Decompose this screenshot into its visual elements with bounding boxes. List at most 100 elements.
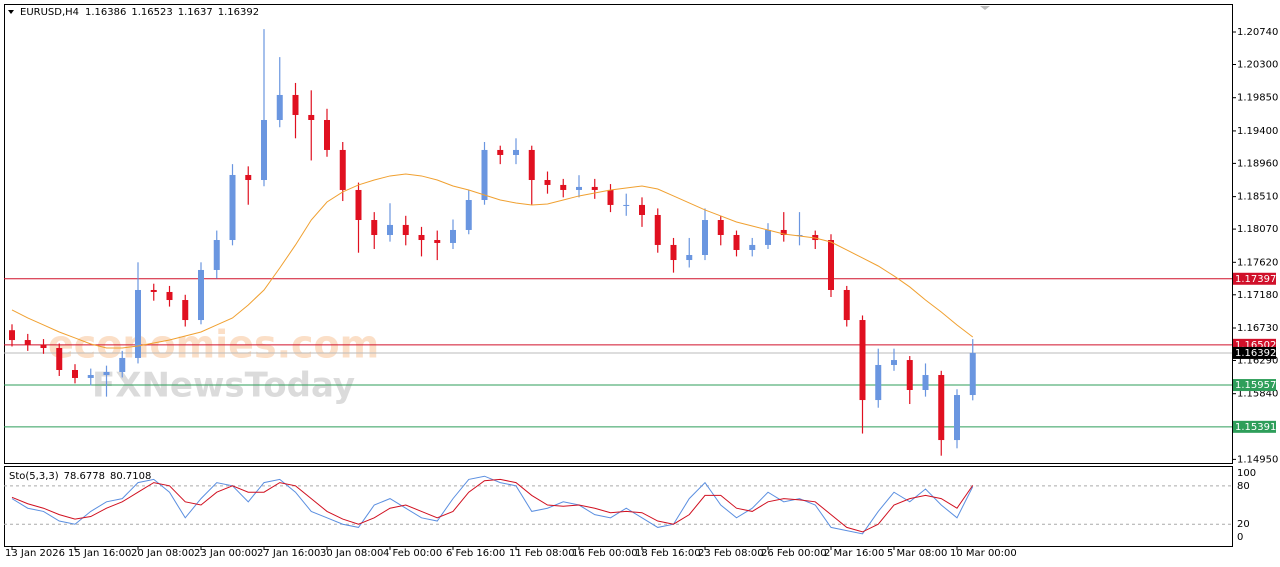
header-value: 1.16523: [131, 7, 172, 18]
x-tick-label: 26 Feb 00:00: [761, 548, 827, 559]
candle-body: [261, 119, 267, 181]
candle-body: [576, 186, 582, 190]
x-tick-label: 23 Jan 00:00: [194, 548, 257, 559]
indicator-value: 80.7108: [110, 471, 151, 482]
candle-body: [276, 94, 283, 120]
x-tick-label: 5 Mar 08:00: [887, 548, 947, 559]
candle-body: [135, 289, 141, 358]
candle-body: [591, 186, 598, 190]
y-tick-label: 1.16730: [1237, 323, 1278, 334]
price-label-box: [1233, 346, 1276, 359]
candle-body: [402, 224, 409, 235]
indicator-value: 78.6778: [64, 471, 105, 482]
candle-body: [182, 300, 189, 321]
x-tick-label: 6 Feb 16:00: [446, 548, 505, 559]
y-tick-label: 1.17180: [1237, 290, 1278, 301]
candle-body: [749, 244, 756, 250]
x-tick-label: 2 Mar 16:00: [824, 548, 884, 559]
y-tick-label: 20: [1237, 519, 1250, 530]
y-tick-label: 1.17620: [1237, 257, 1278, 268]
candle-body: [702, 220, 708, 255]
candle-body: [150, 289, 157, 292]
moving-average: [11, 173, 974, 349]
candle-body: [103, 371, 110, 376]
main-pane: [4, 4, 1233, 464]
price-label-box: [1233, 379, 1276, 392]
candle-body: [387, 224, 393, 235]
candle-body: [87, 375, 94, 378]
price-label-box: [1233, 272, 1276, 285]
candle-body: [544, 180, 551, 185]
candle-body: [308, 114, 315, 120]
candle-body: [796, 234, 803, 236]
candle-body: [513, 149, 519, 155]
y-tick-label: 1.19850: [1237, 93, 1278, 104]
y-tick-label: 1.20300: [1237, 59, 1278, 70]
candle-body: [891, 360, 897, 365]
x-tick-label: 4 Feb 00:00: [383, 548, 442, 559]
x-tick-label: 18 Feb 16:00: [635, 548, 701, 559]
candle-body: [859, 320, 866, 401]
price-label: 1.15391: [1235, 422, 1276, 433]
candle-body: [245, 174, 252, 181]
header-value: 1.1637: [178, 7, 213, 18]
candle-body: [229, 174, 236, 241]
x-tick-label: 20 Jan 08:00: [131, 548, 194, 559]
candle-body: [780, 229, 787, 235]
candle-body: [623, 204, 630, 206]
candle-body: [9, 330, 15, 341]
x-tick-label: 23 Feb 08:00: [698, 548, 764, 559]
candle-body: [765, 229, 771, 245]
candle-body: [198, 269, 204, 321]
price-label-box: [1233, 420, 1276, 433]
candle-body: [119, 357, 126, 372]
candle-body: [371, 220, 378, 235]
y-tick-label: 1.14950: [1237, 454, 1278, 465]
header-value: 1.16392: [218, 7, 259, 18]
y-tick-label: 1.18510: [1237, 192, 1278, 203]
candle-body: [292, 94, 299, 115]
stochastic-line: [11, 478, 974, 533]
header-value: 1.16386: [85, 7, 126, 18]
candle-body: [72, 369, 78, 378]
candle-body: [497, 149, 504, 155]
candle-body: [938, 375, 945, 441]
indicator-pane: [4, 466, 1233, 547]
candle-body: [450, 229, 456, 243]
candle-body: [481, 149, 488, 201]
candle-body: [733, 234, 740, 250]
candle-body: [418, 234, 425, 241]
x-tick-label: 15 Jan 16:00: [68, 548, 131, 559]
candle-body: [434, 240, 441, 243]
candle-body: [465, 200, 472, 230]
candle-body: [843, 289, 850, 321]
x-tick-label: 11 Feb 08:00: [509, 548, 575, 559]
y-tick-label: 0: [1237, 532, 1243, 543]
indicator-title: Sto(5,3,3): [9, 471, 59, 482]
candle-body: [528, 149, 535, 181]
candle-body: [686, 254, 693, 261]
candle-body: [670, 244, 677, 261]
candle-body: [812, 234, 819, 241]
price-label: 1.17397: [1235, 274, 1276, 285]
candle-body: [654, 214, 661, 245]
candle-body: [213, 240, 220, 270]
y-tick-label: 1.16290: [1237, 355, 1278, 366]
price-label: 1.16392: [1235, 348, 1276, 359]
y-tick-label: 1.18070: [1237, 224, 1278, 235]
candle-body: [355, 189, 362, 221]
collapse-icon[interactable]: [8, 10, 14, 14]
candle-body: [166, 291, 173, 301]
candle-body: [875, 364, 882, 401]
y-tick-label: 1.18960: [1237, 158, 1278, 169]
candle-body: [324, 119, 330, 150]
candle-body: [40, 344, 47, 349]
y-tick-label: 80: [1237, 481, 1250, 492]
candle-body: [56, 348, 63, 370]
candle-body: [560, 184, 567, 190]
x-tick-label: 30 Jan 08:00: [320, 548, 383, 559]
y-tick-label: 1.15840: [1237, 389, 1278, 400]
candle-body: [639, 204, 645, 215]
